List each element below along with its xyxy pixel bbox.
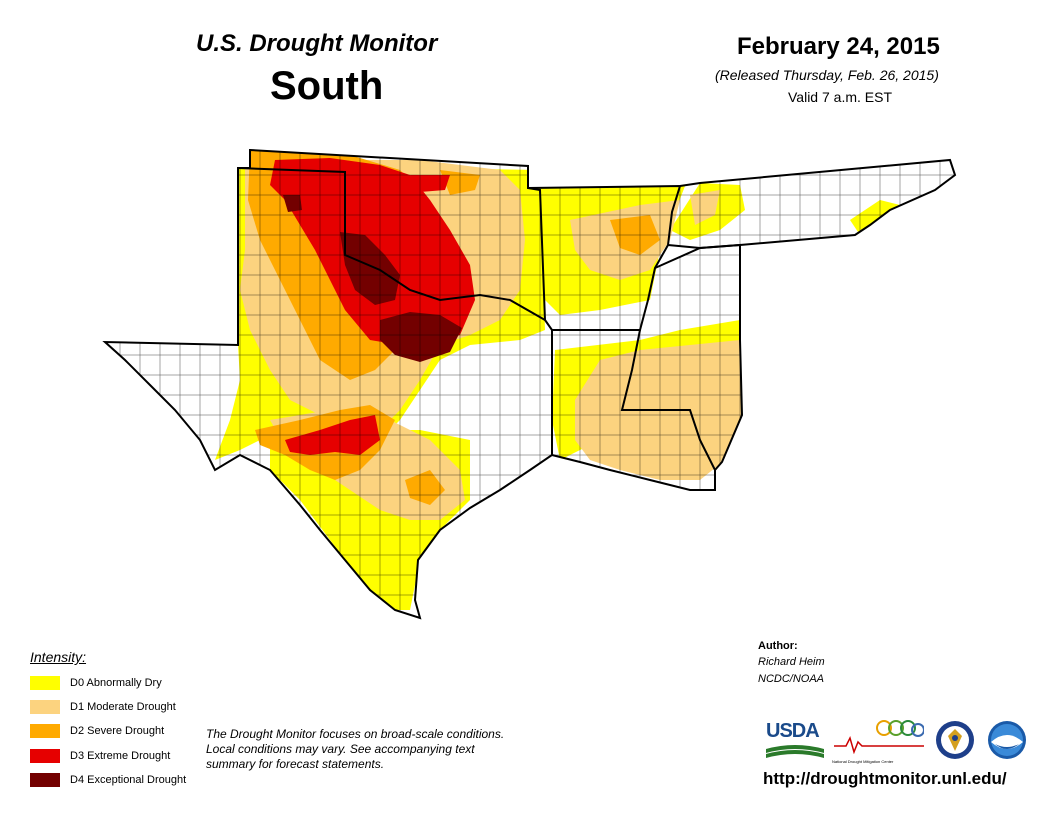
- website-url[interactable]: http://droughtmonitor.unl.edu/: [763, 769, 1007, 788]
- legend-label: D2 Severe Drought: [70, 725, 165, 737]
- legend-swatch: [30, 749, 60, 763]
- legend-swatch: [30, 676, 60, 690]
- legend-label: D0 Abnormally Dry: [70, 677, 162, 689]
- map-title: U.S. Drought Monitor: [196, 30, 438, 57]
- legend-heading: Intensity:: [30, 649, 87, 665]
- map-date: February 24, 2015: [737, 33, 940, 60]
- drought-map: [102, 148, 957, 620]
- legend-label: D1 Moderate Drought: [70, 701, 176, 713]
- legend-label: D3 Extreme Drought: [70, 750, 171, 762]
- legend-item-d4: D4 Exceptional Drought: [30, 773, 230, 791]
- legend-swatch: [30, 700, 60, 714]
- ndmc-logo-graphic: [834, 720, 925, 755]
- ndmc-logo: National Drought Mitigation Center: [832, 718, 925, 764]
- legend-item-d2: D2 Severe Drought: [30, 724, 230, 742]
- valid-time: Valid 7 a.m. EST: [788, 89, 893, 105]
- disclaimer-note: The Drought Monitor focuses on broad-sca…: [206, 727, 505, 771]
- usda-logo: USDA: [766, 720, 824, 762]
- legend-item-d1: D1 Moderate Drought: [30, 700, 230, 718]
- noaa-logo-icon: [987, 720, 1027, 760]
- author-org: NCDC/NOAA: [758, 673, 825, 685]
- legend-label: D4 Exceptional Drought: [70, 774, 187, 786]
- d4-areas: [283, 195, 462, 362]
- ndmc-logo-text: National Drought Mitigation Center: [832, 759, 894, 764]
- legend-swatch: [30, 724, 60, 738]
- author-heading: Author:: [758, 640, 798, 652]
- usda-logo-stripes: [766, 745, 824, 758]
- legend-swatch: [30, 773, 60, 787]
- state-outlines: [102, 148, 957, 620]
- doc-seal-icon: [935, 720, 975, 760]
- author-name: Richard Heim: [758, 656, 825, 668]
- legend-item-d0: D0 Abnormally Dry: [30, 676, 230, 694]
- release-date: (Released Thursday, Feb. 26, 2015): [715, 67, 939, 83]
- region-title: South: [270, 64, 384, 108]
- usda-logo-text: USDA: [766, 720, 820, 742]
- legend-item-d3: D3 Extreme Drought: [30, 749, 230, 767]
